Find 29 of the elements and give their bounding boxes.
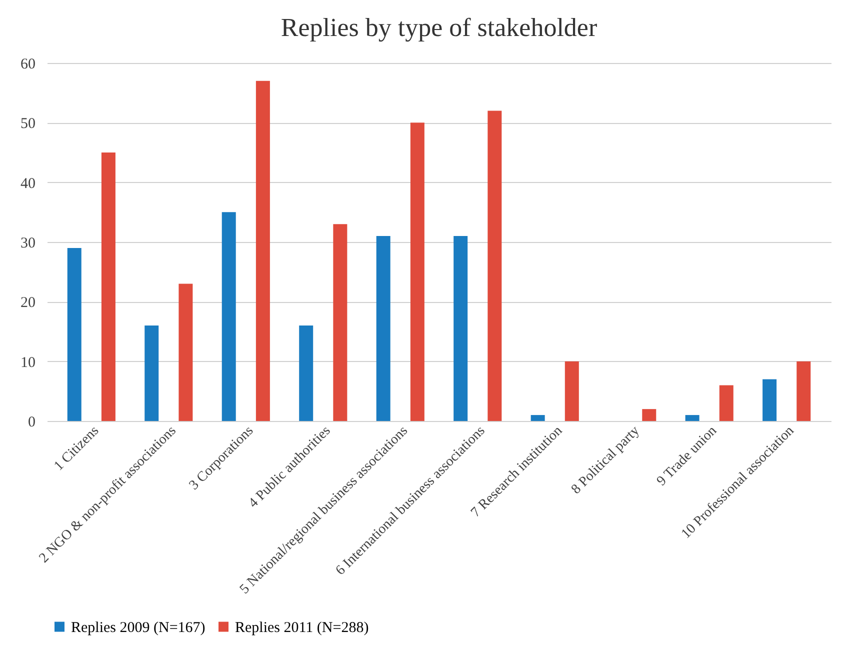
bar [488,110,502,421]
bar [564,361,579,421]
y-tick-label: 10 [20,354,36,371]
y-tick-label: 20 [20,295,36,312]
bar [101,152,116,421]
bar [796,361,811,421]
legend-label: Replies 2011 (N=288) [235,620,369,636]
bar [178,284,193,421]
bar [222,212,236,421]
bar [642,409,656,421]
bar [299,326,314,421]
bar [762,379,777,421]
bar [67,248,82,421]
bar [685,415,700,421]
y-tick-label: 30 [20,236,36,252]
y-tick-label: 40 [20,176,36,192]
chart-title: Replies by type of stakeholder [280,13,598,42]
bar [144,326,159,421]
bar [530,415,545,421]
legend-label: Replies 2009 (N=167) [71,620,206,636]
bar [454,236,468,421]
bar [333,224,348,421]
bar [256,80,270,421]
bar [376,236,390,421]
y-tick-label: 50 [20,116,36,132]
bar [719,385,734,421]
bar [410,122,424,421]
y-tick-label: 60 [20,56,36,72]
y-tick-label: 0 [28,414,36,430]
